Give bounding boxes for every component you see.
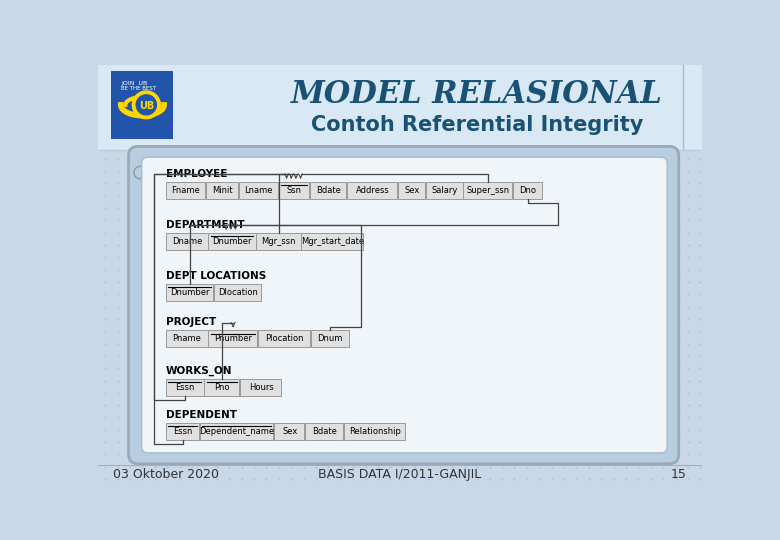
Text: Pname: Pname (172, 334, 201, 343)
FancyBboxPatch shape (275, 423, 304, 440)
Text: Mgr_start_date: Mgr_start_date (301, 237, 364, 246)
FancyBboxPatch shape (305, 423, 343, 440)
FancyBboxPatch shape (513, 182, 541, 199)
Text: Mgr_ssn: Mgr_ssn (261, 237, 296, 246)
FancyBboxPatch shape (426, 182, 463, 199)
FancyBboxPatch shape (399, 182, 425, 199)
FancyBboxPatch shape (142, 157, 667, 453)
Text: Essn: Essn (173, 427, 193, 436)
Text: Sex: Sex (282, 427, 297, 436)
FancyBboxPatch shape (344, 423, 405, 440)
Text: Salary: Salary (431, 186, 458, 195)
Text: Plocation: Plocation (265, 334, 303, 343)
Text: Dname: Dname (172, 237, 202, 246)
Text: Dependent_name: Dependent_name (200, 427, 275, 436)
Text: Bdate: Bdate (312, 427, 337, 436)
Text: BE THE BEST: BE THE BEST (121, 86, 156, 91)
Circle shape (133, 91, 160, 119)
FancyBboxPatch shape (165, 423, 199, 440)
Text: Ssn: Ssn (287, 186, 302, 195)
FancyBboxPatch shape (165, 233, 207, 249)
Text: DEPARTMENT: DEPARTMENT (165, 220, 244, 229)
FancyBboxPatch shape (239, 182, 278, 199)
Text: Lname: Lname (244, 186, 273, 195)
Text: BASIS DATA I/2011-GANJIL: BASIS DATA I/2011-GANJIL (318, 468, 481, 481)
FancyBboxPatch shape (112, 71, 173, 139)
FancyBboxPatch shape (279, 182, 309, 199)
Text: MODEL RELASIONAL: MODEL RELASIONAL (291, 78, 663, 110)
Text: Relationship: Relationship (349, 427, 401, 436)
FancyBboxPatch shape (208, 233, 256, 249)
Text: Super_ssn: Super_ssn (466, 186, 509, 195)
Text: Fname: Fname (172, 186, 200, 195)
FancyBboxPatch shape (214, 284, 261, 301)
FancyBboxPatch shape (165, 182, 205, 199)
FancyBboxPatch shape (129, 146, 679, 464)
FancyBboxPatch shape (258, 330, 310, 347)
Text: Contoh Referential Integrity: Contoh Referential Integrity (311, 115, 644, 135)
FancyBboxPatch shape (257, 233, 300, 249)
FancyBboxPatch shape (208, 330, 257, 347)
Text: Dlocation: Dlocation (218, 288, 257, 297)
Text: Essn: Essn (176, 383, 195, 392)
FancyBboxPatch shape (310, 330, 349, 347)
Text: EMPLOYEE: EMPLOYEE (165, 169, 227, 179)
FancyBboxPatch shape (165, 379, 204, 396)
FancyBboxPatch shape (240, 379, 281, 396)
Text: UB: UB (139, 100, 154, 111)
Text: DEPT LOCATIONS: DEPT LOCATIONS (165, 271, 266, 281)
FancyBboxPatch shape (206, 182, 238, 199)
Text: Address: Address (356, 186, 389, 195)
FancyBboxPatch shape (165, 330, 207, 347)
Text: Pnumber: Pnumber (215, 334, 252, 343)
Text: DEPENDENT: DEPENDENT (165, 410, 236, 420)
FancyBboxPatch shape (301, 233, 363, 249)
Text: Dnumber: Dnumber (170, 288, 210, 297)
Text: Dnumber: Dnumber (213, 237, 252, 246)
Text: Bdate: Bdate (316, 186, 341, 195)
Text: Dnum: Dnum (317, 334, 342, 343)
FancyBboxPatch shape (310, 182, 346, 199)
Text: Pno: Pno (215, 383, 230, 392)
Text: Hours: Hours (249, 383, 274, 392)
Text: 03 Oktober 2020: 03 Oktober 2020 (113, 468, 219, 481)
Text: Minit: Minit (212, 186, 232, 195)
Circle shape (136, 95, 157, 115)
FancyBboxPatch shape (347, 182, 398, 199)
Text: PROJECT: PROJECT (165, 318, 216, 327)
Text: 15: 15 (671, 468, 686, 481)
Text: WORKS_ON: WORKS_ON (165, 366, 232, 376)
FancyBboxPatch shape (204, 379, 239, 396)
FancyBboxPatch shape (165, 284, 213, 301)
Text: Sex: Sex (405, 186, 420, 195)
Text: Dno: Dno (519, 186, 536, 195)
FancyBboxPatch shape (98, 65, 702, 150)
FancyBboxPatch shape (200, 423, 274, 440)
Text: JOIN  UB: JOIN UB (122, 81, 148, 86)
FancyBboxPatch shape (463, 182, 512, 199)
